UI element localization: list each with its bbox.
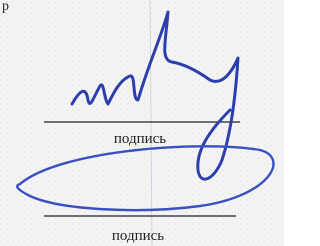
page: р подпись подпись (() => { const data = … (0, 0, 284, 246)
document-scan: р подпись подпись (0, 0, 284, 246)
field-label: подпись (114, 131, 166, 147)
cut-text: р (2, 0, 9, 14)
field-label: подпись (112, 228, 164, 244)
